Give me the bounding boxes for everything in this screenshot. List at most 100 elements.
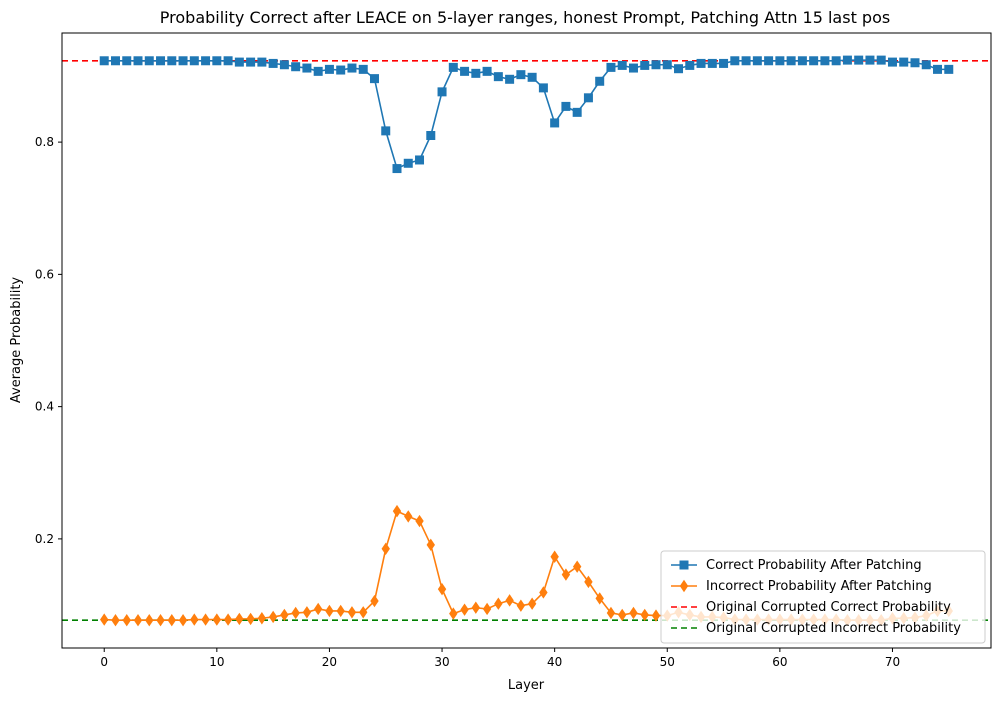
data-point [178, 56, 188, 66]
data-point [493, 72, 503, 82]
data-point [144, 56, 154, 66]
data-point [189, 56, 199, 66]
data-point [156, 56, 166, 66]
data-point [662, 60, 672, 70]
data-point [606, 606, 616, 620]
data-point [460, 603, 469, 616]
data-point [933, 64, 943, 74]
data-point [437, 87, 447, 97]
y-axis-ticks: 0.2 0.4 0.6 0.8 [35, 135, 62, 546]
data-point [167, 614, 176, 627]
data-point [100, 613, 109, 626]
data-point [482, 602, 492, 616]
data-point [595, 592, 604, 605]
data-point [842, 55, 852, 65]
data-point [336, 65, 346, 75]
data-point [876, 55, 886, 65]
data-point [325, 604, 334, 618]
x-axis-ticks: 0 10 20 30 40 50 60 70 [100, 648, 900, 669]
data-point [730, 56, 740, 66]
data-point [190, 613, 199, 626]
data-point [246, 612, 255, 626]
data-point [618, 608, 627, 622]
data-point [679, 579, 689, 593]
legend-item: Correct Probability After Patching [671, 558, 922, 573]
legend-box [660, 550, 986, 644]
x-tick-label: 60 [772, 655, 787, 669]
data-point [302, 63, 312, 73]
y-tick-label: 0.6 [35, 267, 54, 281]
data-point [370, 594, 379, 608]
data-point [201, 56, 211, 66]
data-point [381, 126, 391, 136]
data-point [527, 72, 537, 82]
data-point [415, 514, 424, 528]
data-point [280, 608, 289, 622]
data-point [223, 613, 233, 626]
data-point [505, 74, 515, 84]
data-point [865, 55, 875, 65]
data-point [482, 66, 492, 76]
data-point [516, 70, 526, 80]
data-point [369, 74, 379, 84]
data-point [775, 56, 785, 66]
data-point [764, 56, 774, 66]
data-point [133, 56, 143, 66]
data-point [257, 612, 267, 625]
data-point [324, 64, 334, 74]
data-point [392, 164, 402, 174]
y-tick-label: 0.2 [35, 532, 54, 546]
data-point [212, 613, 222, 626]
data-point [539, 586, 548, 599]
data-point [606, 62, 616, 72]
data-point [201, 613, 210, 626]
data-point [212, 56, 222, 66]
x-tick-label: 40 [547, 655, 562, 669]
data-point [561, 101, 571, 111]
data-point [651, 60, 661, 70]
data-point [527, 597, 537, 610]
data-point [122, 56, 132, 66]
data-point [651, 609, 661, 622]
data-point [167, 56, 177, 66]
data-point [471, 68, 481, 78]
legend-label: Original Corrupted Incorrect Probability [706, 621, 961, 636]
data-point [359, 606, 368, 619]
data-point [257, 57, 267, 67]
data-point [831, 56, 841, 66]
plot-frame [61, 32, 992, 649]
data-point [685, 60, 695, 70]
legend-label: Original Corrupted Correct Probability [706, 600, 951, 615]
legend-item: Original Corrupted Correct Probability [671, 600, 951, 615]
data-point [347, 63, 357, 73]
data-point [741, 56, 751, 66]
data-point [415, 155, 425, 165]
data-point [809, 56, 819, 66]
data-point [719, 58, 729, 68]
x-tick-label: 50 [660, 655, 675, 669]
legend-item: Original Corrupted Incorrect Probability [671, 621, 961, 636]
y-tick-label: 0.4 [35, 400, 54, 414]
reference-lines [62, 59, 991, 622]
data-point [696, 58, 706, 68]
data-point [561, 568, 571, 581]
data-point [944, 64, 954, 74]
chart-title: Probability Correct after LEACE on 5-lay… [160, 8, 890, 27]
data-point [674, 64, 684, 74]
data-point [404, 510, 413, 523]
data-point [640, 60, 650, 70]
data-point [291, 606, 300, 620]
data-point [403, 158, 413, 168]
data-point [887, 57, 897, 67]
data-point [820, 56, 830, 66]
data-point [595, 76, 605, 86]
data-point [313, 602, 323, 616]
data-point [313, 66, 323, 76]
data-point [268, 610, 278, 624]
data-point [347, 606, 357, 619]
data-point [234, 57, 244, 67]
series-layer [99, 55, 954, 627]
data-point [628, 63, 638, 73]
data-point [505, 594, 514, 607]
